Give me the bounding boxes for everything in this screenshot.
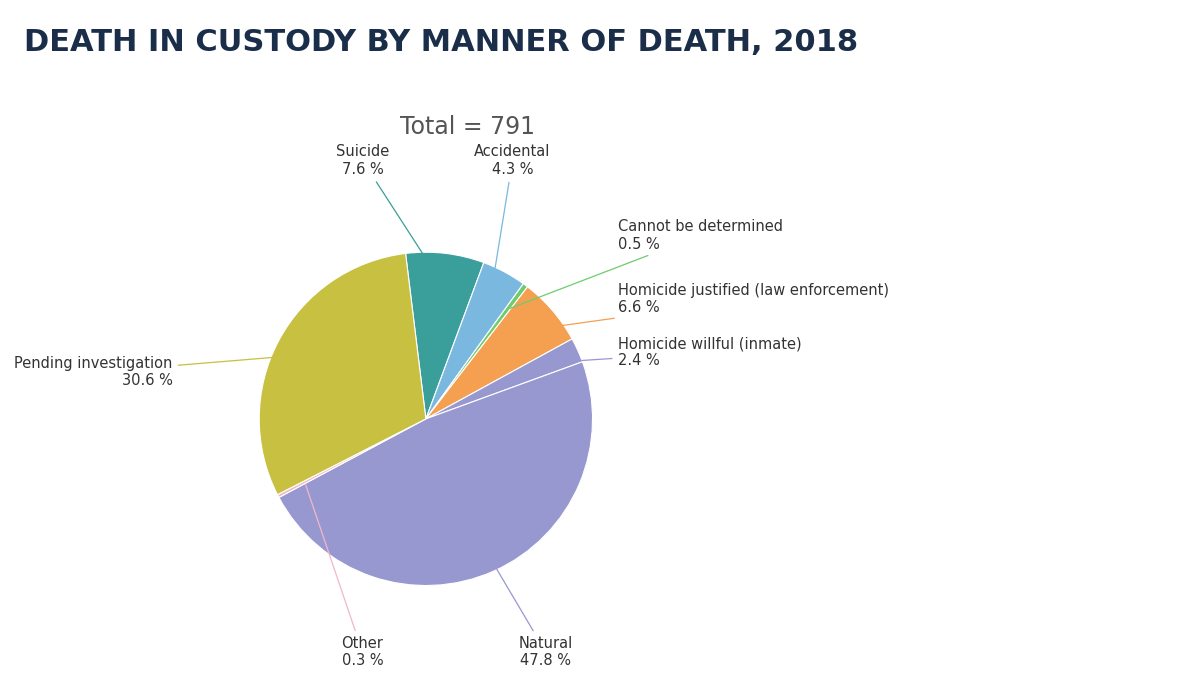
Wedge shape <box>259 254 426 495</box>
Text: Total = 791: Total = 791 <box>400 115 535 139</box>
Text: Accidental
4.3 %: Accidental 4.3 % <box>474 144 551 296</box>
Wedge shape <box>278 419 426 498</box>
Text: Pending investigation
30.6 %: Pending investigation 30.6 % <box>14 355 303 388</box>
Wedge shape <box>426 339 582 419</box>
Wedge shape <box>426 284 528 419</box>
Wedge shape <box>406 252 484 419</box>
Wedge shape <box>426 287 573 419</box>
Text: Cannot be determined
0.5 %: Cannot be determined 0.5 % <box>510 219 782 308</box>
Text: Other
0.3 %: Other 0.3 % <box>305 485 383 668</box>
Wedge shape <box>279 362 593 585</box>
Text: DEATH IN CUSTODY BY MANNER OF DEATH, 2018: DEATH IN CUSTODY BY MANNER OF DEATH, 201… <box>24 28 858 57</box>
Text: Homicide willful (inmate)
2.4 %: Homicide willful (inmate) 2.4 % <box>554 336 801 368</box>
Text: Homicide justified (law enforcement)
6.6 %: Homicide justified (law enforcement) 6.6… <box>532 283 888 330</box>
Text: Natural
47.8 %: Natural 47.8 % <box>483 546 573 668</box>
Wedge shape <box>426 263 523 419</box>
Text: Suicide
7.6 %: Suicide 7.6 % <box>336 144 440 281</box>
